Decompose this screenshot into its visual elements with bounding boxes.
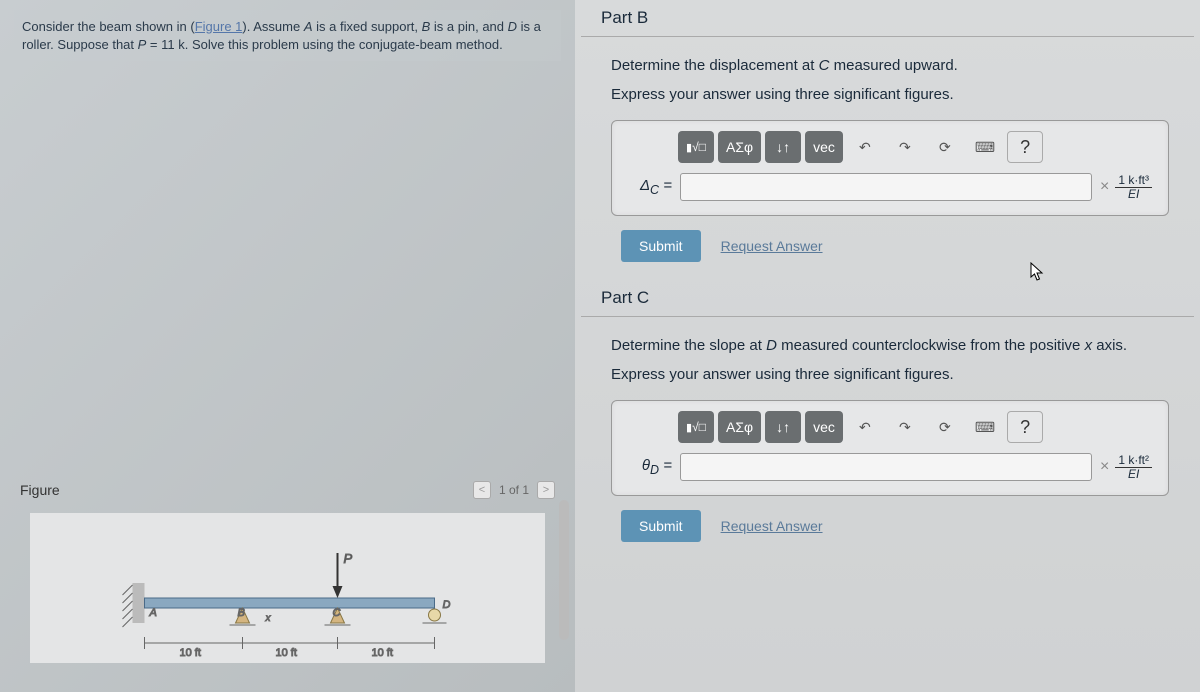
part-c-body: Determine the slope at D measured counte… <box>581 317 1194 554</box>
label-P: P <box>344 551 353 566</box>
figure-section: Figure < 1 of 1 > P <box>0 475 575 692</box>
part-c-instruction-2: Express your answer using three signific… <box>611 364 1169 387</box>
part-c-title: Part C <box>581 280 1194 317</box>
part-b-variable: ΔC = <box>628 177 672 197</box>
svg-text:10 ft: 10 ft <box>372 647 393 659</box>
reset-button-c[interactable]: ⟳ <box>927 411 963 443</box>
part-b-unit: × 1 k·ft³EI <box>1100 174 1152 200</box>
part-b-answer-box: ▮√□ ΑΣφ ↓↑ vec ↶ ↷ ⟳ ⌨ ? ΔC = × 1 k·ft³E… <box>611 120 1169 216</box>
undo-button[interactable]: ↶ <box>847 131 883 163</box>
part-b-toolbar: ▮√□ ΑΣφ ↓↑ vec ↶ ↷ ⟳ ⌨ ? <box>678 131 1152 163</box>
part-c-instruction-1: Determine the slope at D measured counte… <box>611 335 1169 358</box>
undo-button-c[interactable]: ↶ <box>847 411 883 443</box>
figure-title: Figure <box>20 482 60 498</box>
part-b-body: Determine the displacement at C measured… <box>581 37 1194 274</box>
scripts-button-c[interactable]: ↓↑ <box>765 411 801 443</box>
part-c-submit-button[interactable]: Submit <box>621 510 701 542</box>
templates-button-c[interactable]: ▮√□ <box>678 411 714 443</box>
part-b-actions: Submit Request Answer <box>621 230 1169 262</box>
svg-text:10 ft: 10 ft <box>180 647 201 659</box>
part-b-instruction-1: Determine the displacement at C measured… <box>611 55 1169 78</box>
prev-figure-button[interactable]: < <box>473 481 491 499</box>
part-c-toolbar: ▮√□ ΑΣφ ↓↑ vec ↶ ↷ ⟳ ⌨ ? <box>678 411 1152 443</box>
greek-button-c[interactable]: ΑΣφ <box>718 411 761 443</box>
part-c-input[interactable] <box>680 453 1092 481</box>
svg-text:A: A <box>149 607 157 619</box>
svg-text:D: D <box>443 599 451 611</box>
figure-link[interactable]: Figure 1 <box>195 19 243 34</box>
part-c-answer-box: ▮√□ ΑΣφ ↓↑ vec ↶ ↷ ⟳ ⌨ ? θD = × 1 k·ft²E… <box>611 400 1169 496</box>
help-button-c[interactable]: ? <box>1007 411 1043 443</box>
redo-button[interactable]: ↷ <box>887 131 923 163</box>
part-c-actions: Submit Request Answer <box>621 510 1169 542</box>
part-c-unit: × 1 k·ft²EI <box>1100 454 1152 480</box>
next-figure-button[interactable]: > <box>537 481 555 499</box>
help-button[interactable]: ? <box>1007 131 1043 163</box>
svg-text:10 ft: 10 ft <box>276 647 297 659</box>
figure-nav: < 1 of 1 > <box>473 481 555 499</box>
figure-header: Figure < 1 of 1 > <box>0 475 575 505</box>
part-c-request-answer[interactable]: Request Answer <box>721 518 823 534</box>
vertical-scrollbar[interactable] <box>559 500 569 640</box>
svg-text:C: C <box>333 607 341 619</box>
part-b-answer-row: ΔC = × 1 k·ft³EI <box>628 173 1152 201</box>
vec-button-c[interactable]: vec <box>805 411 843 443</box>
part-b-input[interactable] <box>680 173 1092 201</box>
right-panel: Part B Determine the displacement at C m… <box>575 0 1200 692</box>
left-panel: Consider the beam shown in (Figure 1). A… <box>0 0 575 692</box>
part-c-answer-row: θD = × 1 k·ft²EI <box>628 453 1152 481</box>
reset-button[interactable]: ⟳ <box>927 131 963 163</box>
problem-statement: Consider the beam shown in (Figure 1). A… <box>14 10 561 61</box>
keyboard-button-c[interactable]: ⌨ <box>967 411 1003 443</box>
part-b-instruction-2: Express your answer using three signific… <box>611 84 1169 107</box>
templates-button[interactable]: ▮√□ <box>678 131 714 163</box>
figure-counter: 1 of 1 <box>499 483 529 497</box>
svg-text:x: x <box>265 613 272 624</box>
part-b-request-answer[interactable]: Request Answer <box>721 238 823 254</box>
part-b-submit-button[interactable]: Submit <box>621 230 701 262</box>
vec-button[interactable]: vec <box>805 131 843 163</box>
scripts-button[interactable]: ↓↑ <box>765 131 801 163</box>
part-c-variable: θD = <box>628 457 672 477</box>
problem-text: Consider the beam shown in ( <box>22 19 195 34</box>
redo-button-c[interactable]: ↷ <box>887 411 923 443</box>
greek-button[interactable]: ΑΣφ <box>718 131 761 163</box>
figure-canvas: P A B C D x <box>30 513 545 663</box>
svg-text:B: B <box>238 607 245 619</box>
part-b-title: Part B <box>581 0 1194 37</box>
keyboard-button[interactable]: ⌨ <box>967 131 1003 163</box>
